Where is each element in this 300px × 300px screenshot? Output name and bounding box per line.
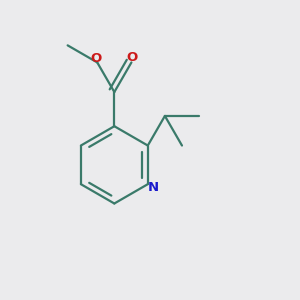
Text: N: N <box>148 181 159 194</box>
Text: O: O <box>90 52 101 65</box>
Text: O: O <box>127 51 138 64</box>
